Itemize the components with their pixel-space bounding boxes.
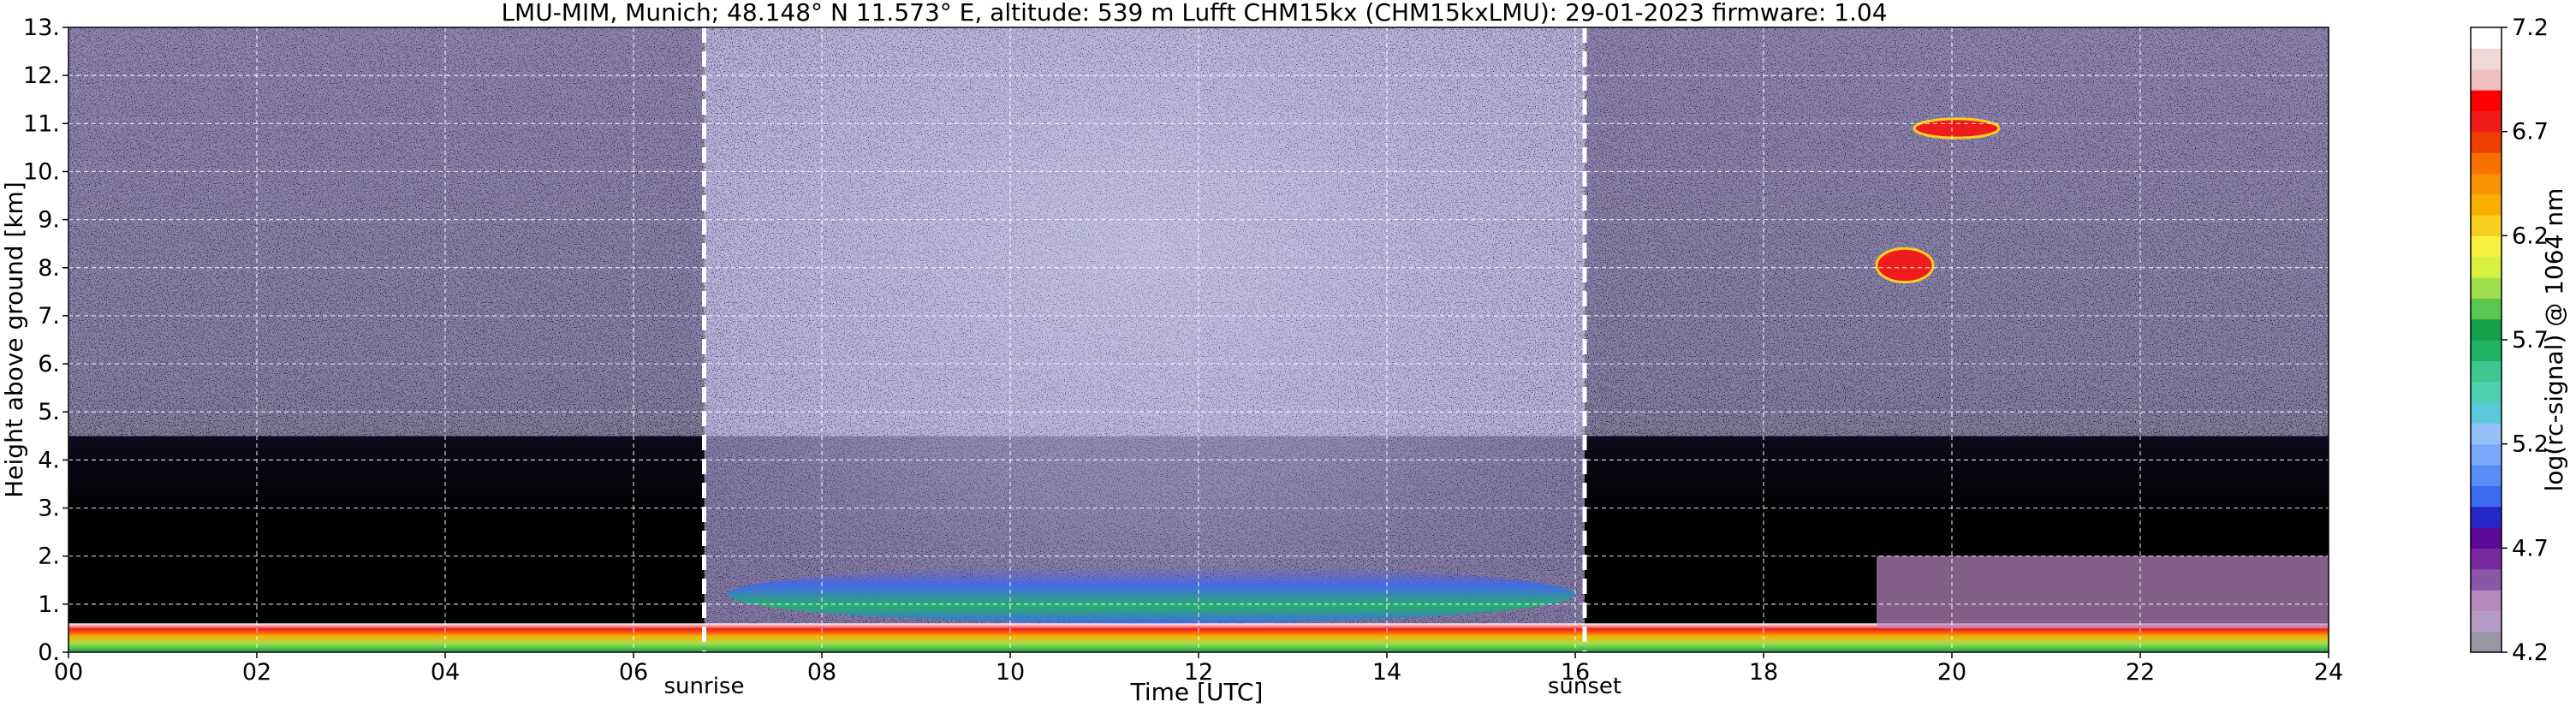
y-tick-label: 8. [38,255,60,282]
feature-cirrus [1913,117,2001,140]
x-tick-label: 24 [2314,659,2343,686]
x-tick-label: 14 [1372,659,1401,686]
marker-sunset-label: sunset [1548,674,1621,699]
colorbar-tick-label: 4.2 [2512,639,2549,666]
colorbar-swatch [2471,90,2502,111]
x-tick-label: 20 [1937,659,1966,686]
x-tick-label: 04 [431,659,460,686]
x-tick-label: 16 [1561,659,1590,686]
colorbar-swatch [2471,340,2502,361]
colorbar-swatch [2471,485,2502,508]
colorbar-swatch [2471,506,2502,528]
colorbar-swatch [2471,152,2502,174]
axes: sunrise sunset 00 02 04 06 08 10 12 14 16 18 20 22 24 0… [0,0,2343,706]
colorbar-tick-label: 5.7 [2512,327,2549,354]
y-tick-label: 6. [38,351,60,377]
y-axis-label: Height above ground [km] [0,181,28,498]
plot-area [68,27,2329,653]
colorbar-swatch [2471,298,2502,320]
colorbar-swatch [2471,48,2502,70]
colorbar: 4.2 4.7 5.2 5.7 6.2 6.7 7.2 log(rc-signal) @ 10… [2470,15,2568,666]
x-tick-label: 18 [1749,659,1778,686]
y-tick-label: 13. [23,15,60,41]
y-tick-label: 0. [38,639,60,666]
x-tick-label: 12 [1184,659,1213,686]
feature-residual-layer [728,565,1575,624]
colorbar-swatch [2471,590,2502,611]
marker-sunrise-label: sunrise [664,674,745,699]
y-tick-label: 12. [23,62,60,89]
y-tick-label: 4. [38,447,60,473]
y-tick-label: 7. [38,303,60,330]
x-tick-label: 00 [54,659,83,686]
colorbar-swatch [2471,215,2502,236]
colorbar-label: log(rc-signal) @ 1064 nm [2540,188,2568,492]
colorbar-swatch [2471,110,2502,133]
y-tick-label: 11. [23,110,60,137]
chart-title: LMU-MIM, Munich; 48.148° N 11.573° E, al… [501,0,1887,27]
x-axis-label: Time [UTC] [1130,678,1264,706]
y-tick-label: 1. [38,591,60,618]
colorbar-tick-label: 6.7 [2512,119,2549,146]
colorbar-swatch [2471,465,2502,486]
colorbar-swatch [2471,173,2502,195]
colorbar-tick-label: 4.7 [2512,535,2549,561]
y-tick-label: 2. [38,544,60,570]
colorbar-swatch [2471,548,2502,570]
colorbar-swatch [2471,610,2502,633]
colorbar-swatch [2471,193,2502,216]
colorbar-tick-label: 5.2 [2512,431,2549,458]
colorbar-tick-label: 7.2 [2512,15,2549,41]
colorbar-swatch [2471,631,2502,653]
colorbar-swatch [2471,443,2502,466]
colorbar-swatch [2471,360,2502,383]
x-tick-label: 06 [619,659,648,686]
colorbar-swatch [2471,381,2502,403]
colorbar-tick-label: 6.2 [2512,223,2549,249]
colorbar-swatch [2471,527,2502,549]
noise-texture-day [704,27,1585,652]
x-tick-label: 08 [807,659,836,686]
x-tick-label: 10 [996,659,1025,686]
colorbar-swatch [2471,423,2502,445]
feature-cirrus [1875,247,1935,284]
colorbar-swatch [2471,318,2502,341]
colorbar-swatch [2471,402,2502,424]
y-tick-label: 10. [23,158,60,185]
colorbar-swatch [2471,256,2502,278]
y-tick-label: 9. [38,207,60,234]
colorbar-swatch [2471,68,2502,91]
y-tick-label: 5. [38,399,60,425]
colorbar-swatch [2471,27,2502,49]
colorbar-swatch [2471,568,2502,591]
x-tick-label: 22 [2126,659,2155,686]
colorbar-swatch [2471,131,2502,153]
feature-elevated-signal [1877,556,2329,628]
colorbar-swatch [2471,235,2502,258]
x-tick-label: 02 [242,659,271,686]
y-tick-label: 3. [38,496,60,522]
colorbar-swatch [2471,277,2502,299]
